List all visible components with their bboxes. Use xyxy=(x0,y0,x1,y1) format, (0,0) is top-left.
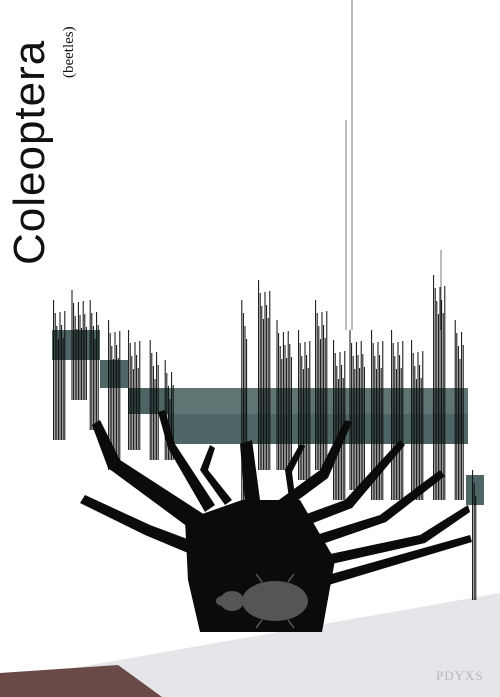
branch-left-mid xyxy=(92,420,205,530)
branch-right-3 xyxy=(300,470,445,550)
tree-tufts xyxy=(53,275,477,600)
hanging-lines xyxy=(345,0,442,330)
branch-right-4 xyxy=(302,505,470,570)
subtitle: (beetles) xyxy=(61,26,77,78)
floor-corner xyxy=(0,665,162,697)
branch-right-long xyxy=(310,535,472,590)
signature: PDYXS xyxy=(436,668,484,683)
title: Coleoptera xyxy=(5,39,54,265)
beetle-silhouette xyxy=(216,573,308,629)
branch-small-b xyxy=(285,444,305,505)
branch-left-upper xyxy=(158,410,215,512)
branch-small-a xyxy=(200,445,232,505)
branch-left-lower xyxy=(80,495,190,553)
